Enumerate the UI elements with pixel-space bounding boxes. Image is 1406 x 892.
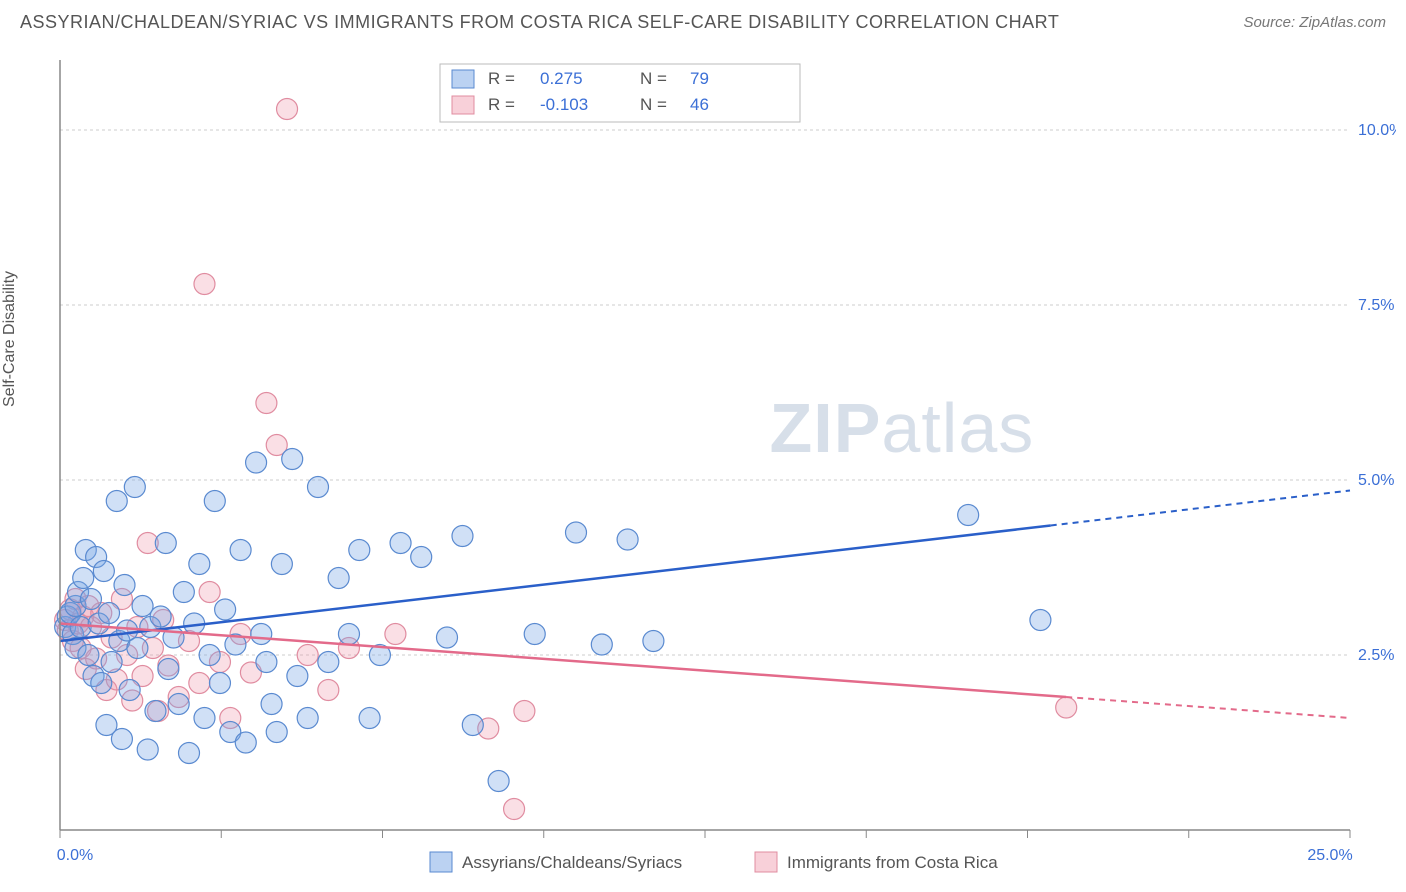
y-axis-label: Self-Care Disability [1,271,19,407]
svg-text:46: 46 [690,95,709,114]
svg-text:N =: N = [640,95,667,114]
svg-text:10.0%: 10.0% [1358,122,1396,139]
svg-text:N =: N = [640,69,667,88]
source-label: Source: ZipAtlas.com [1243,14,1386,31]
svg-text:Immigrants from Costa Rica: Immigrants from Costa Rica [787,853,998,872]
chart-area: Self-Care Disability 2.5%5.0%7.5%10.0%ZI… [20,50,1396,882]
svg-text:0.0%: 0.0% [57,847,93,864]
scatter-chart: 2.5% 5.0% 7.5% 10.0% ZIPatlas 0.0% 25.0% R = 0.2… [20,50,1396,882]
chart-title: ASSYRIAN/CHALDEAN/SYRIAC VS IMMIGRANTS F… [20,12,1059,33]
svg-text:ZIPatlas: ZIPatlas [770,389,1035,467]
svg-text:7.5%: 7.5% [1358,297,1394,314]
svg-text:5.0%: 5.0% [1358,472,1394,489]
svg-text:0.275: 0.275 [540,69,583,88]
svg-text:79: 79 [690,69,709,88]
svg-text:-0.103: -0.103 [540,95,588,114]
svg-text:25.0%: 25.0% [1307,847,1352,864]
svg-text:R =: R = [488,69,515,88]
svg-text:R =: R = [488,95,515,114]
svg-text:2.5%: 2.5% [1358,647,1394,664]
svg-text:Assyrians/Chaldeans/Syriacs: Assyrians/Chaldeans/Syriacs [462,853,682,872]
